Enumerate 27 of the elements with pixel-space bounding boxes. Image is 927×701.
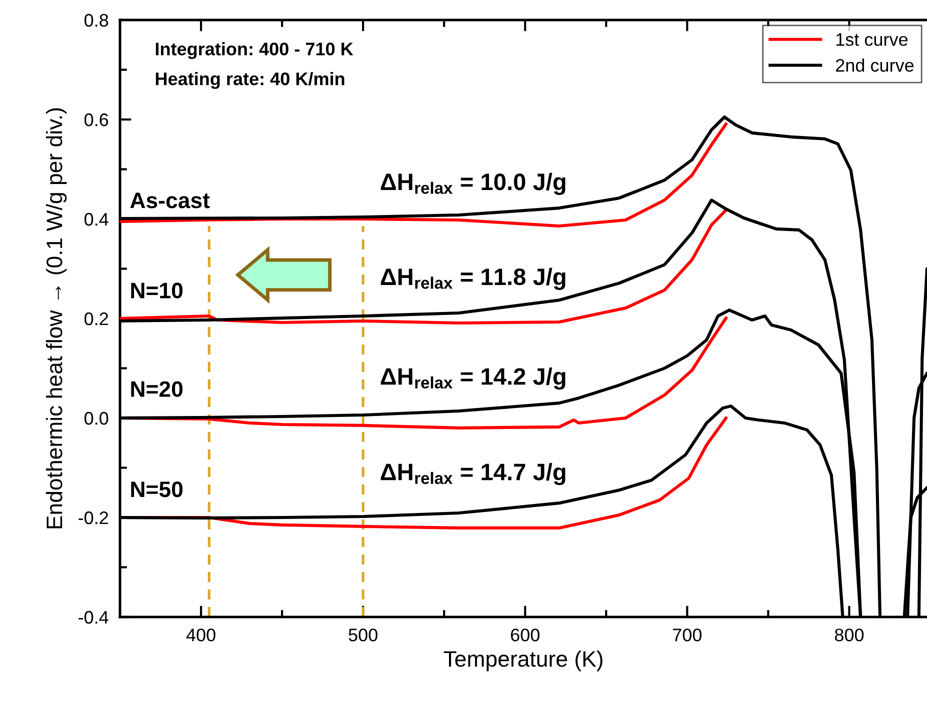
y-axis-title: Endothermic heat flow → (0.1 W/g per div.): [46, 108, 67, 528]
y-tick-label: 0.4: [84, 212, 108, 226]
x-tick-label: 700: [673, 628, 702, 642]
x-axis-title: Temperature (K): [444, 650, 602, 672]
annotation: ΔH$_{relax}$ = 14.2 J/g: [380, 368, 566, 390]
y-tick-label: 0.6: [84, 113, 108, 126]
x-tick-label: 400: [186, 628, 216, 642]
annotation: As-cast: [130, 192, 210, 208]
y-tick-label: 0.0: [84, 412, 108, 425]
annotation: N=10: [131, 282, 183, 298]
annotation: Integration: 400 - 710 K: [156, 42, 354, 60]
annotation: ΔH$_{relax}$ = 14.7 J/g: [380, 463, 566, 486]
x-tick-label: 600: [510, 628, 540, 642]
annotation: N=20: [131, 381, 183, 397]
annotation: N=50: [131, 481, 183, 498]
annotation: ΔH$_{relax}$ = 10.0 J/g: [380, 172, 566, 196]
legend-label: 2nd curve: [836, 58, 914, 72]
line-series: [120, 208, 728, 325]
y-tick-label: 0.2: [84, 312, 108, 326]
y-tick-label: 0.8: [84, 14, 108, 27]
x-tick-label: 500: [348, 628, 378, 642]
legend-label: 1st curve: [836, 33, 908, 46]
y-tick-label: -0.4: [78, 610, 108, 624]
x-tick-label: 800: [834, 628, 864, 642]
y-tick-label: -0.2: [78, 511, 108, 524]
annotation: ΔH$_{relax}$ = 11.8 J/g: [380, 268, 566, 290]
annotation: Heating rate: 40 K/min: [156, 72, 344, 89]
